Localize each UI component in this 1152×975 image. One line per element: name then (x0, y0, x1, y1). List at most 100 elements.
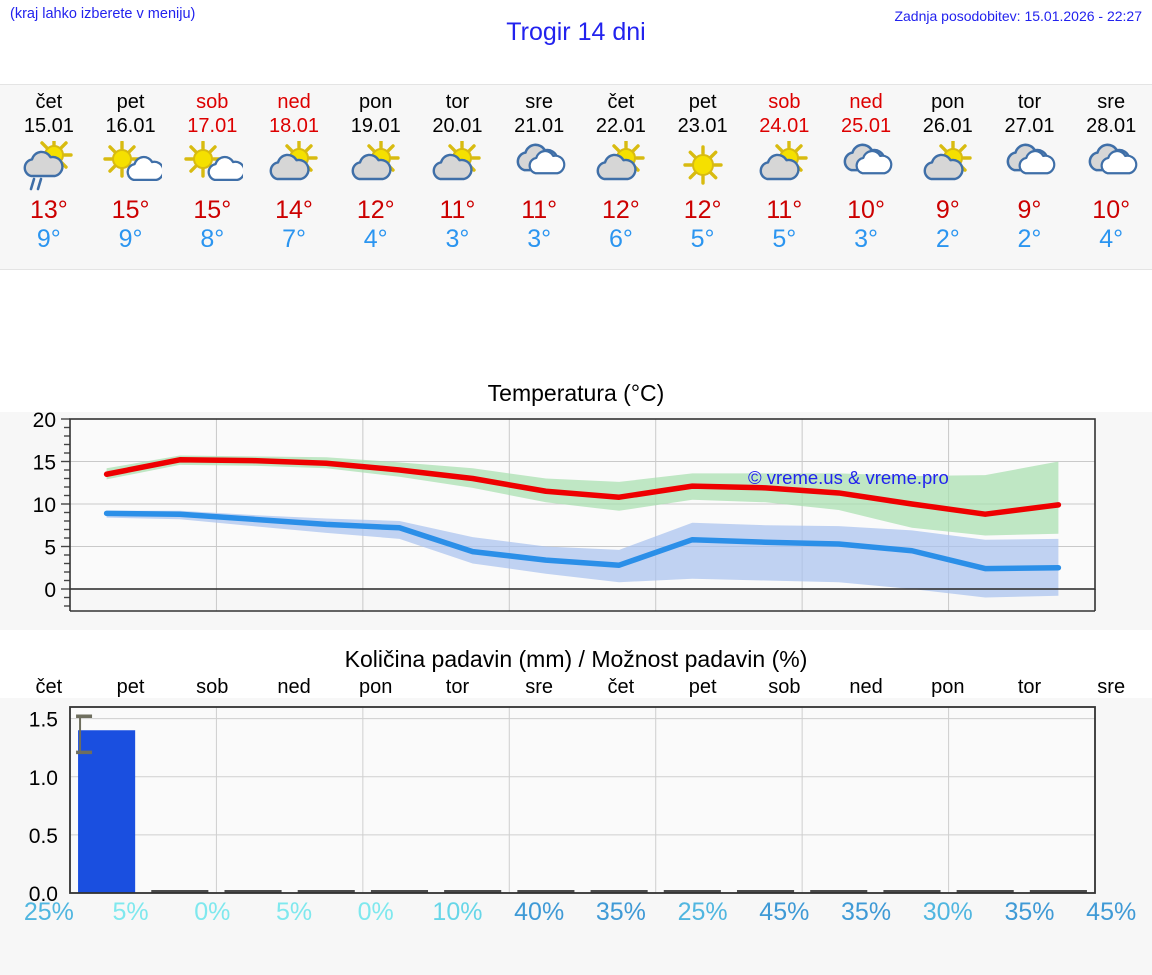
day-name: tor (445, 91, 470, 113)
sun-cloud-icon (100, 141, 162, 193)
precip-probability-label: 5% (112, 898, 149, 926)
day-column[interactable]: sob 17.01 15° 8° (171, 85, 253, 269)
precip-probability-label: 35% (595, 898, 646, 926)
precip-day-label: tor (1017, 676, 1042, 698)
day-name: sre (1097, 91, 1126, 113)
day-name: pet (688, 91, 717, 113)
precip-y-tick-label: 1.0 (29, 767, 58, 790)
day-max-temp: 10° (1092, 196, 1131, 224)
precipitation-bar (370, 890, 429, 893)
precipitation-bar (517, 890, 575, 893)
precip-day-label: čet (35, 676, 63, 698)
day-min-temp: 6° (608, 225, 633, 253)
day-name: ned (277, 91, 311, 113)
day-min-temp: 2° (935, 225, 960, 253)
day-column[interactable]: pon 19.01 12° 4° (335, 85, 417, 269)
sun-cloud-rain-icon (18, 141, 80, 193)
precipitation-bar (590, 890, 648, 893)
day-min-temp: 9° (118, 225, 143, 253)
day-column[interactable]: čet 22.01 12° 6° (580, 85, 662, 269)
precip-day-label: sob (768, 676, 801, 698)
location-menu-hint[interactable]: (kraj lahko izberete v meniju) (10, 6, 196, 22)
precipitation-bar (444, 890, 502, 893)
sun-cloud-icon (181, 141, 244, 193)
temperature-chart-title: Temperatura (°C) (487, 380, 665, 406)
precip-day-label: sob (196, 676, 229, 698)
day-name: sob (768, 91, 801, 113)
day-column[interactable]: pet 16.01 15° 9° (90, 85, 172, 269)
day-max-temp: 10° (847, 196, 885, 224)
day-max-temp: 11° (521, 196, 558, 224)
day-max-temp: 13° (29, 196, 68, 224)
day-column[interactable]: sob 24.01 11° 5° (743, 85, 825, 269)
page-title: Trogir 14 dni (506, 18, 646, 46)
precip-probability-label: 5% (275, 898, 313, 926)
day-max-temp: 12° (683, 196, 722, 224)
day-name: pet (116, 91, 145, 113)
temperature-line (103, 510, 1062, 572)
day-name: sob (196, 91, 229, 113)
day-name: tor (1017, 91, 1042, 113)
precipitation-chart-section: Količina padavin (mm) / Možnost padavin … (0, 640, 1152, 975)
day-min-temp: 3° (527, 225, 552, 253)
temp-y-tick-label: 15 (33, 452, 56, 475)
day-column[interactable]: sre 28.01 10° 4° (1070, 85, 1152, 269)
day-name: sre (525, 91, 554, 113)
precip-probability-label: 45% (759, 898, 810, 926)
day-name: čet (35, 91, 63, 113)
precip-day-label: pet (688, 676, 717, 698)
temp-y-tick-label: 0 (44, 579, 56, 602)
day-date: 26.01 (922, 115, 973, 137)
precip-probability-label: 25% (677, 898, 728, 926)
day-date: 21.01 (514, 115, 565, 137)
precipitation-bar (956, 890, 1014, 893)
cloud-sun-icon (426, 141, 488, 193)
day-column[interactable]: ned 25.01 10° 3° (825, 85, 907, 269)
day-column[interactable]: sre 21.01 11° 3° (498, 85, 580, 269)
precipitation-bar (883, 890, 941, 893)
precip-y-tick-label: 1.5 (29, 709, 58, 732)
day-min-temp: 5° (690, 225, 715, 253)
temperature-line (103, 457, 1062, 517)
precipitation-bar (151, 890, 209, 893)
precip-day-label: čet (607, 676, 635, 698)
daily-forecast-columns: čet 15.01 13° 9° pet 16.01 15° 9° sob 17.01 15° 8° n… (0, 85, 1152, 269)
day-column[interactable]: čet 15.01 13° 9° (8, 85, 90, 269)
day-column[interactable]: tor 27.01 9° 2° (989, 85, 1071, 269)
day-column[interactable]: pon 26.01 9° 2° (907, 85, 989, 269)
day-max-temp: 15° (111, 196, 150, 224)
precipitation-probability-row: 25% 5% 0% 5% 0% 10% 40% 35% 25% 45% 35% 30% 35% 45% (0, 898, 1152, 938)
precipitation-chart: 0.0 0.5 1.0 1.5 (0, 640, 1152, 910)
temperature-chart-section: Temperatura (°C) 0 5 10 15 20 © vreme.us & vr… (0, 380, 1152, 630)
day-name: pon (931, 91, 965, 113)
day-min-temp: 2° (1017, 225, 1042, 253)
day-column[interactable]: tor 20.01 11° 3° (417, 85, 499, 269)
day-min-temp: 5° (772, 225, 797, 253)
day-name: čet (607, 91, 635, 113)
precip-probability-label: 25% (23, 898, 74, 926)
day-column[interactable]: ned 18.01 14° 7° (253, 85, 335, 269)
precip-day-label: pet (116, 676, 145, 698)
day-min-temp: 3° (854, 225, 878, 253)
day-max-temp: 12° (356, 196, 395, 224)
cloudy-icon (835, 141, 897, 193)
day-name: pon (359, 91, 393, 113)
day-column[interactable]: pet 23.01 12° 5° (662, 85, 744, 269)
day-date: 19.01 (350, 115, 401, 137)
cloud-sun-icon (263, 141, 325, 193)
precipitation-bar (736, 890, 795, 893)
day-min-temp: 4° (363, 225, 388, 253)
precip-probability-label: 35% (1004, 898, 1055, 926)
day-min-temp: 9° (36, 225, 61, 253)
precip-probability-label: 30% (922, 898, 973, 926)
cloud-sun-icon (917, 141, 979, 193)
day-min-temp: 8° (200, 225, 225, 253)
day-max-temp: 12° (601, 196, 640, 224)
watermark-text: © vreme.us & vreme.pro (748, 467, 949, 488)
precip-y-tick-label: 0.0 (29, 883, 58, 906)
precipitation-bar (297, 890, 355, 893)
day-name: ned (849, 91, 883, 113)
precipitation-bar (224, 890, 282, 893)
day-date: 15.01 (23, 115, 74, 137)
